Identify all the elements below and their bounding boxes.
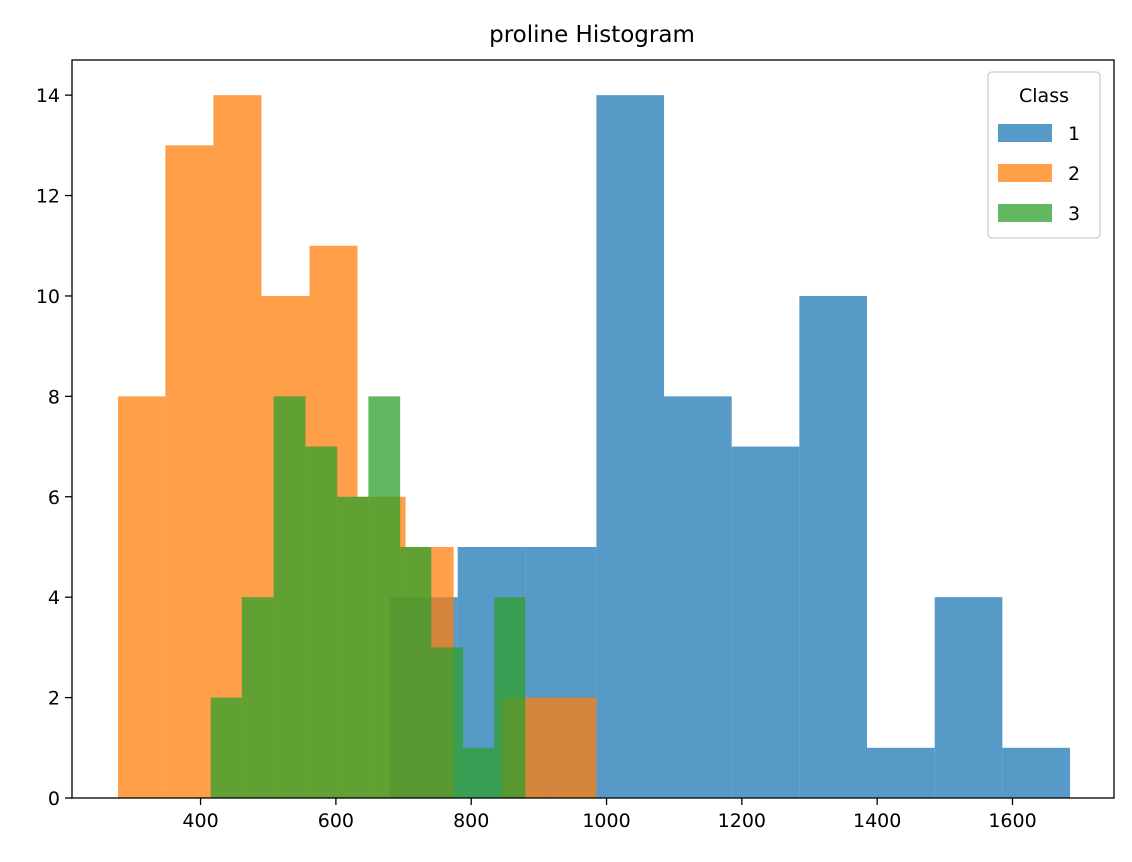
- bar-class-1-bin-9: [1002, 747, 1071, 798]
- y-tick-label: 4: [48, 587, 60, 609]
- y-tick-label: 0: [48, 788, 60, 810]
- bar-class-3-bin-8: [463, 747, 495, 798]
- legend-label-3: 3: [1068, 203, 1080, 225]
- bar-class-1-bin-8: [934, 597, 1003, 798]
- legend-swatch-3: [998, 204, 1052, 222]
- bar-class-3-bin-0: [210, 697, 242, 798]
- bar-class-3-bin-7: [431, 647, 464, 798]
- x-tick-label: 1400: [853, 810, 901, 832]
- bar-class-2-bin-1: [165, 145, 214, 799]
- bar-class-1-bin-6: [799, 295, 868, 798]
- x-tick-label: 1000: [582, 810, 630, 832]
- x-axis: 400 600 800 1000 1200 1400 1600: [182, 798, 1037, 832]
- bar-class-3-bin-3: [305, 446, 338, 798]
- bar-class-2-bin-0: [118, 396, 166, 798]
- bar-class-3-bin-4: [337, 496, 369, 798]
- bar-class-1-bin-7: [867, 747, 935, 798]
- x-tick-label: 400: [182, 810, 218, 832]
- legend: Class 1 2 3: [987, 71, 1101, 239]
- y-tick-label: 12: [36, 186, 60, 208]
- x-tick-label: 1200: [718, 810, 766, 832]
- bar-class-1-bin-5: [731, 446, 800, 798]
- y-tick-label: 14: [36, 85, 60, 107]
- y-tick-label: 8: [48, 386, 60, 408]
- legend-title: Class: [1019, 85, 1069, 107]
- x-tick-label: 600: [318, 810, 354, 832]
- bars-layer: [118, 95, 1071, 799]
- legend-box: [987, 71, 1101, 239]
- bar-class-3-bin-5: [368, 396, 401, 798]
- bar-class-1-bin-4: [664, 396, 732, 798]
- legend-swatch-1: [998, 124, 1052, 142]
- legend-swatch-2: [998, 164, 1052, 182]
- x-tick-label: 800: [453, 810, 489, 832]
- legend-label-2: 2: [1068, 163, 1080, 185]
- y-tick-label: 6: [48, 487, 60, 509]
- bar-class-3-bin-9: [494, 597, 526, 798]
- plot-frame: [71, 59, 1115, 799]
- x-tick-label: 1600: [988, 810, 1036, 832]
- legend-label-1: 1: [1068, 123, 1080, 145]
- y-tick-label: 10: [36, 286, 60, 308]
- y-axis: 0 2 4 6 8 10 12 14: [36, 85, 72, 810]
- bar-class-3-bin-6: [400, 546, 432, 798]
- y-tick-label: 2: [48, 688, 60, 710]
- bar-class-3-bin-2: [273, 396, 306, 798]
- bar-class-3-bin-1: [241, 597, 274, 798]
- chart-title: proline Histogram: [489, 22, 695, 48]
- bar-class-1-bin-3: [596, 95, 665, 798]
- bar-class-2-bin-9: [549, 697, 597, 798]
